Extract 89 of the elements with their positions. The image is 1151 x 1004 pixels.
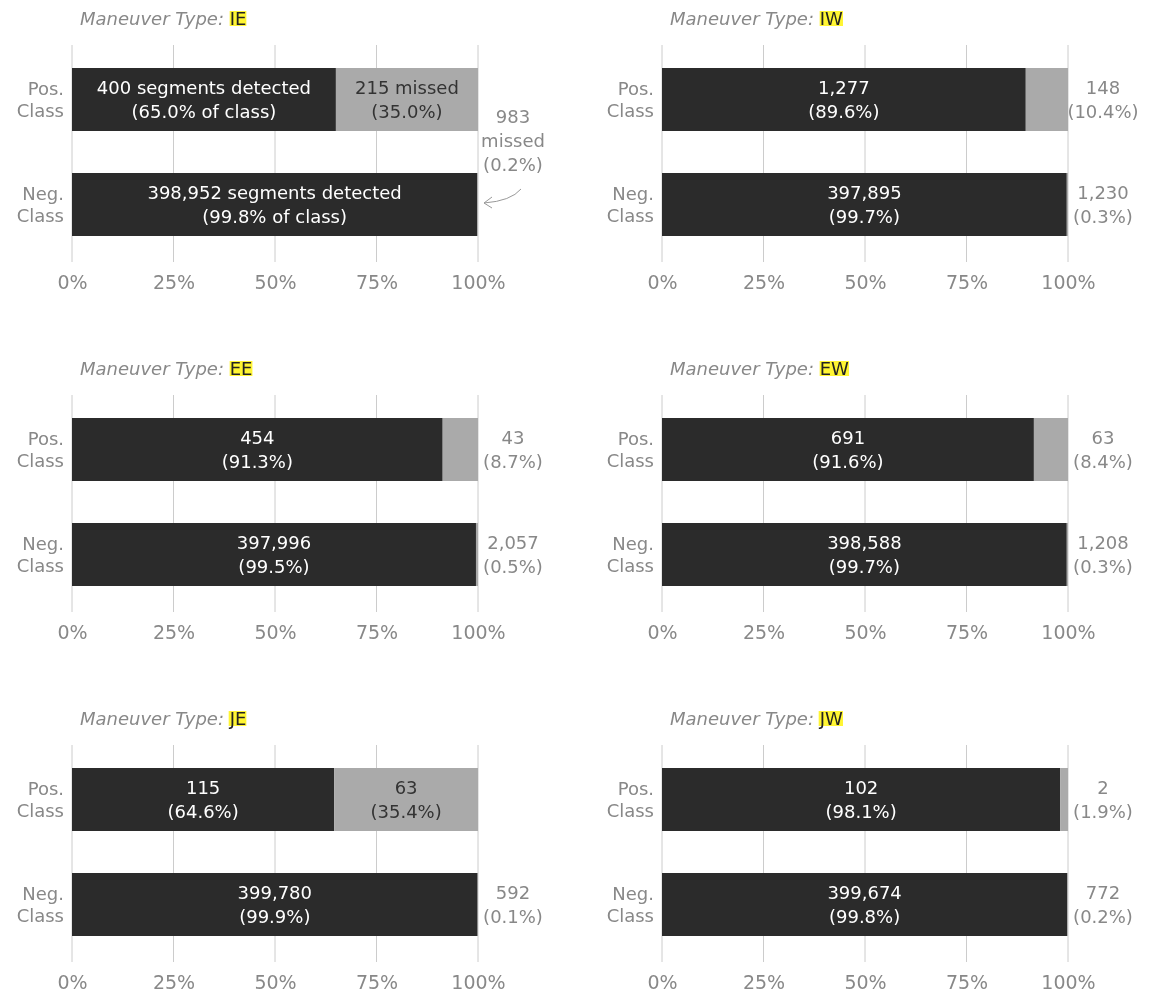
x-tick-label: 25% bbox=[742, 971, 786, 994]
bar bbox=[1060, 768, 1068, 831]
chart-title: Maneuver Type: JW bbox=[670, 708, 843, 729]
x-tick-label: 50% bbox=[254, 621, 297, 644]
bar bbox=[442, 418, 478, 481]
bar bbox=[72, 418, 443, 481]
y-tick-label: Neg. Class bbox=[16, 532, 64, 576]
y-tick-label: Neg. Class bbox=[606, 532, 654, 576]
bar bbox=[662, 68, 1026, 131]
x-tick-label: 50% bbox=[844, 271, 887, 294]
chart-title: Maneuver Type: IE bbox=[80, 8, 247, 29]
y-tick-label: Neg. Class bbox=[606, 882, 654, 926]
bar bbox=[72, 768, 335, 831]
bar bbox=[334, 768, 478, 831]
x-tick-label: 100% bbox=[1041, 271, 1096, 294]
x-tick-label: 25% bbox=[742, 271, 786, 294]
data-label: 454 (91.3%) bbox=[221, 426, 293, 472]
bar bbox=[72, 873, 478, 936]
chart-title: Maneuver Type: JE bbox=[80, 708, 247, 729]
chart-title: Maneuver Type: EW bbox=[670, 358, 850, 379]
x-tick-label: 100% bbox=[1041, 621, 1096, 644]
x-tick-label: 75% bbox=[945, 271, 989, 294]
data-label: 63 (35.4%) bbox=[370, 776, 442, 822]
data-label: 148 (10.4%) bbox=[1067, 76, 1139, 122]
x-tick-label: 100% bbox=[1041, 971, 1096, 994]
x-tick-label: 0% bbox=[647, 621, 678, 644]
x-tick-label: 100% bbox=[451, 971, 506, 994]
x-tick-label: 75% bbox=[355, 621, 399, 644]
x-tick-label: 75% bbox=[355, 271, 399, 294]
bar bbox=[662, 418, 1034, 481]
y-tick-label: Neg. Class bbox=[606, 182, 654, 226]
bar bbox=[72, 523, 476, 586]
x-tick-label: 50% bbox=[254, 971, 297, 994]
data-label: 772 (0.2%) bbox=[1073, 881, 1133, 927]
bar bbox=[662, 768, 1061, 831]
x-tick-label: 25% bbox=[152, 271, 196, 294]
data-label: 397,996 (99.5%) bbox=[236, 531, 312, 577]
x-tick-label: 50% bbox=[844, 621, 887, 644]
bar bbox=[72, 173, 478, 236]
data-label: 983 missed (0.2%) bbox=[481, 106, 545, 175]
data-label: 399,780 (99.9%) bbox=[237, 881, 313, 927]
y-tick-label: Neg. Class bbox=[16, 882, 64, 926]
data-label: 397,895 (99.7%) bbox=[827, 181, 902, 227]
data-label: 691 (91.6%) bbox=[812, 426, 884, 472]
x-tick-label: 0% bbox=[647, 971, 678, 994]
data-label: 1,277 (89.6%) bbox=[808, 76, 880, 122]
y-tick-label: Neg. Class bbox=[16, 182, 64, 226]
bar bbox=[475, 523, 478, 586]
bar bbox=[662, 173, 1067, 236]
data-label: 215 missed (35.0%) bbox=[355, 76, 459, 122]
data-label: 398,588 (99.7%) bbox=[827, 531, 902, 577]
x-tick-label: 0% bbox=[57, 271, 88, 294]
y-tick-label: Pos. Class bbox=[16, 777, 64, 821]
y-tick-label: Pos. Class bbox=[606, 77, 654, 121]
y-tick-label: Pos. Class bbox=[16, 427, 64, 471]
data-label: 1,230 (0.3%) bbox=[1073, 181, 1133, 227]
x-tick-label: 0% bbox=[57, 621, 88, 644]
bar bbox=[1033, 418, 1068, 481]
x-tick-label: 75% bbox=[945, 971, 989, 994]
bar bbox=[662, 873, 1068, 936]
data-label: 115 (64.6%) bbox=[167, 776, 239, 822]
data-label: 400 segments detected (65.0% of class) bbox=[96, 76, 312, 122]
x-tick-label: 50% bbox=[254, 271, 297, 294]
data-label: 2,057 (0.5%) bbox=[483, 531, 543, 577]
data-label: 63 (8.4%) bbox=[1073, 426, 1133, 472]
x-tick-label: 100% bbox=[451, 271, 506, 294]
x-tick-label: 100% bbox=[451, 621, 506, 644]
y-tick-label: Pos. Class bbox=[16, 77, 64, 121]
data-label: 43 (8.7%) bbox=[483, 426, 543, 472]
x-tick-label: 0% bbox=[57, 971, 88, 994]
bar bbox=[662, 523, 1067, 586]
y-tick-label: Pos. Class bbox=[606, 777, 654, 821]
x-tick-label: 50% bbox=[844, 971, 887, 994]
x-tick-label: 75% bbox=[355, 971, 399, 994]
data-label: 398,952 segments detected (99.8% of class) bbox=[147, 181, 402, 227]
x-tick-label: 0% bbox=[647, 271, 678, 294]
y-tick-label: Pos. Class bbox=[606, 427, 654, 471]
x-tick-label: 25% bbox=[152, 621, 196, 644]
x-tick-label: 25% bbox=[742, 621, 786, 644]
x-tick-label: 75% bbox=[945, 621, 989, 644]
data-label: 2 (1.9%) bbox=[1073, 776, 1133, 822]
chart-title: Maneuver Type: EE bbox=[80, 358, 253, 379]
data-label: 592 (0.1%) bbox=[483, 881, 543, 927]
data-label: 1,208 (0.3%) bbox=[1073, 531, 1133, 577]
bar bbox=[1025, 68, 1068, 131]
data-label: 102 (98.1%) bbox=[825, 776, 897, 822]
chart-title: Maneuver Type: IW bbox=[670, 8, 843, 29]
x-tick-label: 25% bbox=[152, 971, 196, 994]
data-label: 399,674 (99.8%) bbox=[827, 881, 902, 927]
